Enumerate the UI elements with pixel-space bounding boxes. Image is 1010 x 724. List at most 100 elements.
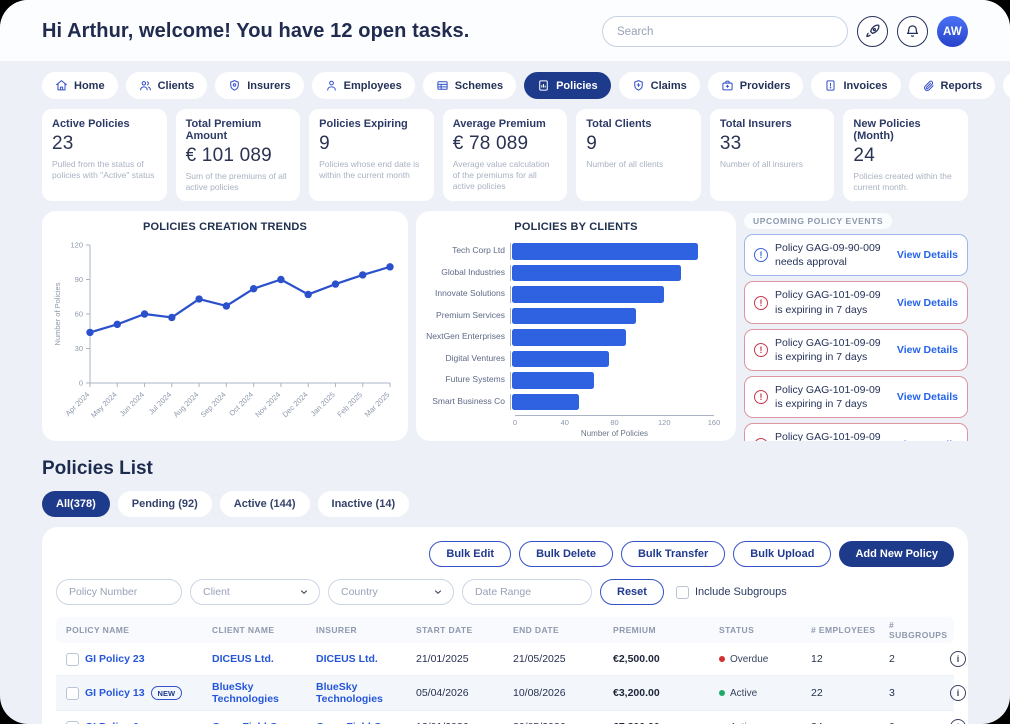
- bar-xlabel: Number of Policies: [580, 429, 649, 439]
- tab-employees[interactable]: Employees: [311, 72, 415, 99]
- stats-row: Active Policies 23 Pulled from the status …: [0, 99, 1010, 202]
- row-checkbox[interactable]: [66, 720, 79, 724]
- country-select-value: Country: [341, 586, 378, 599]
- premium: €3,200.00: [613, 687, 660, 700]
- policy-name-link[interactable]: GI Policy 6: [85, 721, 139, 724]
- end-date: 10/08/2026: [513, 687, 566, 700]
- tab-home[interactable]: Home: [42, 72, 118, 99]
- bar-category-label: Tech Corp Ltd: [452, 245, 505, 256]
- start-date: 12/01/2026: [416, 721, 513, 724]
- policies-list-title: Policies List: [42, 458, 153, 480]
- date-range-input[interactable]: [462, 579, 592, 606]
- tab-invoices[interactable]: Invoices: [811, 72, 901, 99]
- tab-label: Home: [74, 79, 105, 92]
- stat-label: Policies Expiring: [319, 118, 408, 130]
- event-card: ! Policy GAG-101-09-09 is expiring in 7 d…: [744, 423, 968, 442]
- tab-clients[interactable]: Clients: [125, 72, 208, 99]
- premium: €2,500.00: [613, 653, 660, 666]
- column-header: PREMIUM: [613, 625, 656, 636]
- row-info-icon[interactable]: i: [950, 651, 966, 668]
- bulk-edit-button[interactable]: Bulk Edit: [429, 541, 512, 568]
- info-icon: !: [754, 248, 768, 263]
- status-badge: Active: [719, 688, 811, 699]
- row-info-icon[interactable]: i: [950, 719, 966, 724]
- header-actions: AW: [602, 16, 968, 47]
- bar: [512, 243, 698, 260]
- svg-text:Dec 2024: Dec 2024: [281, 390, 310, 419]
- event-card: ! Policy GAG-09-90-009 needs approval View…: [744, 234, 968, 277]
- policies-tab-pending[interactable]: Pending (92): [117, 491, 212, 518]
- policies-tab-inactive[interactable]: Inactive (14): [317, 491, 410, 518]
- stat-value: 23: [52, 133, 74, 154]
- stat-value: 9: [586, 133, 598, 154]
- chevron-down-icon: [299, 587, 309, 597]
- bar-row: Future Systems: [424, 372, 714, 389]
- stat-description: Number of all insurers: [719, 159, 803, 169]
- tab-label: Invoices: [843, 79, 888, 92]
- tab-reports[interactable]: Reports: [908, 72, 996, 99]
- view-details-link[interactable]: View Details: [896, 249, 958, 262]
- claims-icon: [632, 79, 645, 92]
- tab-policies[interactable]: Policies: [524, 72, 611, 99]
- table-header-row: POLICY NAME CLIENT NAME INSURER START DATE E…: [56, 617, 954, 644]
- line-chart: 0 30 60 90 120 Number of Policies Apr 2024 May …: [50, 233, 400, 431]
- svg-text:30: 30: [75, 344, 83, 353]
- insurer-link[interactable]: DICEUS Ltd.: [316, 653, 378, 666]
- policy-name-link[interactable]: GI Policy 23: [85, 653, 145, 666]
- event-text: Policy GAG-101-09-09 is expiring in 7 da…: [775, 384, 881, 411]
- tab-claims[interactable]: Claims: [618, 72, 700, 99]
- client-name-link[interactable]: BlueSky Technologies: [212, 681, 279, 706]
- insurer-link[interactable]: GreenField Corp: [316, 721, 416, 724]
- client-name-link[interactable]: DICEUS Ltd.: [212, 653, 274, 666]
- policy-number-input[interactable]: [56, 579, 182, 606]
- insurers-icon: [228, 79, 241, 92]
- country-select[interactable]: Country: [328, 579, 454, 606]
- include-subgroups-checkbox[interactable]: [675, 585, 689, 599]
- rocket-icon[interactable]: [857, 16, 888, 47]
- tab-settings[interactable]: Settings: [1003, 72, 1010, 99]
- svg-text:Jan 2025: Jan 2025: [309, 390, 337, 418]
- search-input[interactable]: [602, 16, 848, 47]
- policy-name-link[interactable]: GI Policy 13: [85, 687, 145, 700]
- policies-tab-active[interactable]: Active (144): [219, 491, 310, 518]
- policies-tab-all[interactable]: All(378): [42, 491, 110, 518]
- bulk-transfer-button[interactable]: Bulk Transfer: [620, 541, 726, 568]
- events-list: ! Policy GAG-09-90-009 needs approval View…: [744, 234, 968, 442]
- client-select[interactable]: Client: [190, 579, 320, 606]
- clients-icon: [139, 79, 152, 92]
- tab-schemes[interactable]: Schemes: [422, 72, 517, 99]
- stat-label: Total Insurers: [719, 118, 792, 130]
- reset-button[interactable]: Reset: [600, 579, 664, 606]
- bar: [512, 329, 626, 346]
- table-row: GI Policy 13 NEW BlueSky Technologies BlueS…: [56, 676, 966, 712]
- table-row: GI Policy 6 GreenField CorpGreenField Cor…: [56, 711, 966, 724]
- bell-icon[interactable]: [897, 16, 928, 47]
- tab-label: Policies: [556, 79, 598, 92]
- insurer-link[interactable]: BlueSky Technologies: [316, 681, 383, 706]
- bar-row: Global Industries: [424, 264, 714, 282]
- avatar[interactable]: AW: [937, 16, 968, 47]
- stat-value: € 78 089: [452, 133, 529, 154]
- row-checkbox[interactable]: [66, 686, 79, 700]
- bulk-delete-button[interactable]: Bulk Delete: [519, 541, 613, 568]
- table-body: GI Policy 23 DICEUS Ltd. DICEUS Ltd. 21/01/…: [56, 643, 966, 724]
- view-details-link[interactable]: View Details: [897, 439, 958, 441]
- tab-providers[interactable]: Providers: [707, 72, 804, 99]
- view-details-link[interactable]: View Details: [896, 391, 958, 404]
- client-name-link[interactable]: GreenField Corp: [212, 721, 316, 724]
- svg-text:Apr 2024: Apr 2024: [64, 390, 92, 418]
- view-details-link[interactable]: View Details: [896, 296, 958, 309]
- charts-row: POLICIES CREATION TRENDS 0 30 60 90 120 Numbe…: [0, 201, 1010, 442]
- add-new-policy-button[interactable]: Add New Policy: [839, 541, 954, 568]
- tab-insurers[interactable]: Insurers: [215, 72, 304, 99]
- row-checkbox[interactable]: [66, 652, 79, 666]
- employees-count: 12: [811, 653, 823, 666]
- bulk-upload-button[interactable]: Bulk Upload: [733, 541, 832, 568]
- stat-value: € 101 089: [185, 145, 272, 166]
- bar-row: Premium Services: [424, 307, 714, 325]
- view-details-link[interactable]: View Details: [896, 343, 958, 356]
- include-subgroups-label: Include Subgroups: [694, 586, 787, 599]
- filters-row: Client Country Reset Include Subgroups: [56, 579, 954, 606]
- row-info-icon[interactable]: i: [950, 685, 966, 702]
